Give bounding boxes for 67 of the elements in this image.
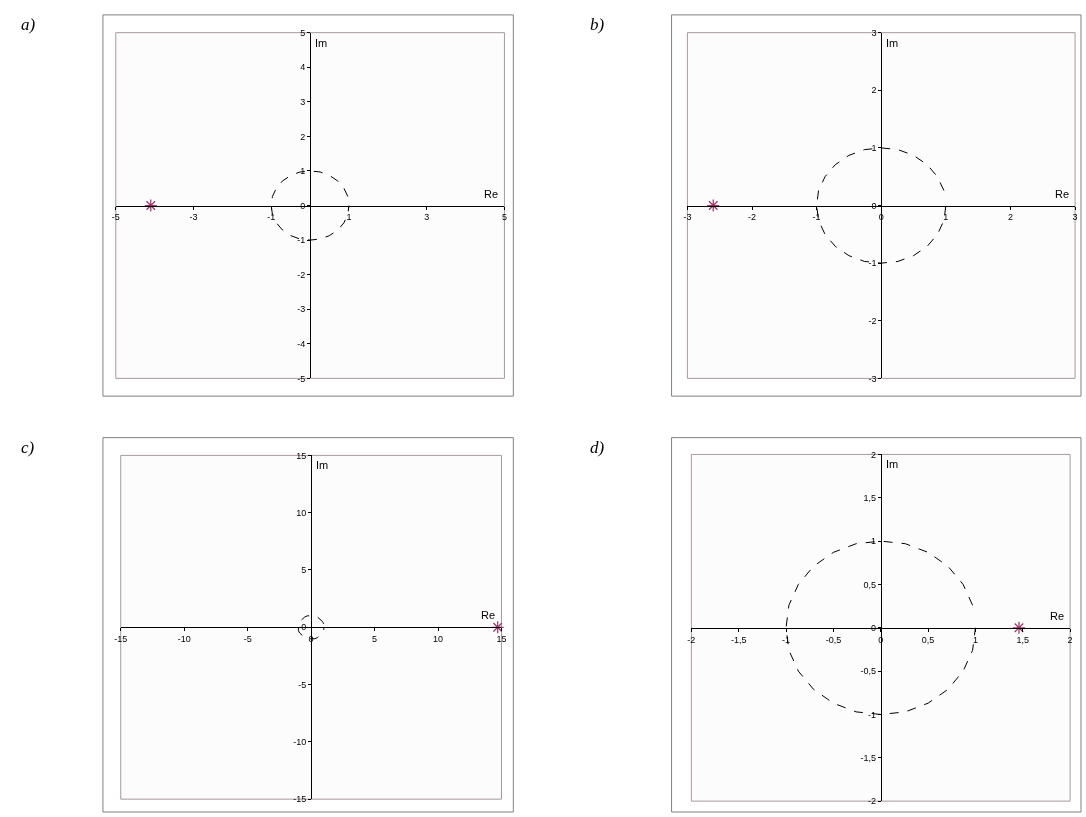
y-tick-label: -1 (867, 709, 876, 720)
y-tick-label: -3 (297, 304, 306, 315)
x-tick-label: 15 (496, 634, 507, 645)
chart-title: b) (590, 15, 605, 34)
y-tick-label: 0,5 (863, 579, 876, 590)
x-tick-label: -2 (687, 634, 696, 645)
y-tick-label: 1 (300, 166, 306, 177)
x-axis-title: Re (484, 188, 499, 200)
y-axis-title: Im (886, 37, 899, 49)
y-tick-label: -1 (868, 258, 877, 269)
x-tick-label: -3 (683, 212, 692, 223)
x-tick-label: -2 (748, 212, 757, 223)
y-tick-label: 10 (296, 507, 307, 518)
x-tick-label: 1 (943, 212, 949, 223)
y-axis-title: Im (315, 37, 328, 49)
x-tick-label: -5 (243, 634, 252, 645)
y-tick-label: 2 (871, 85, 877, 96)
x-tick-label: -5 (111, 212, 120, 223)
x-tick-label: -15 (114, 634, 128, 645)
x-tick-label: -10 (177, 634, 191, 645)
y-tick-label: -5 (298, 679, 307, 690)
x-axis-title: Re (481, 609, 496, 621)
x-tick-label: -1 (267, 212, 276, 223)
y-tick-label: 3 (300, 96, 306, 107)
y-tick-label: 5 (300, 27, 306, 38)
y-tick-label: 2 (300, 131, 306, 142)
x-axis-title: Re (1050, 610, 1065, 622)
x-tick-label: -1 (812, 212, 821, 223)
y-tick-label: -0,5 (860, 666, 876, 677)
x-tick-label: -3 (189, 212, 198, 223)
x-tick-label: 2 (1007, 212, 1013, 223)
y-tick-label: -1 (297, 235, 306, 246)
x-tick-label: 5 (372, 634, 378, 645)
y-tick-label: -2 (868, 315, 877, 326)
chart-title: a) (21, 15, 36, 34)
y-tick-label: 1 (871, 143, 877, 154)
y-tick-label: -2 (867, 796, 876, 807)
y-tick-label: -10 (293, 737, 307, 748)
x-tick-label: -1,5 (730, 634, 747, 645)
y-tick-label: 5 (301, 565, 307, 576)
y-tick-label: 1 (870, 536, 876, 547)
x-tick-label: 3 (424, 212, 430, 223)
y-tick-label: -2 (297, 269, 306, 280)
x-tick-label: 10 (433, 634, 444, 645)
y-tick-label: -1,5 (860, 752, 876, 763)
y-tick-label: 1,5 (863, 492, 876, 503)
x-tick-label: 3 (1072, 212, 1078, 223)
y-tick-label: -4 (297, 338, 306, 349)
y-tick-label: 2 (870, 449, 876, 460)
chart-title: d) (590, 438, 605, 457)
x-tick-label: 1 (346, 212, 352, 223)
y-axis-title: Im (316, 459, 329, 471)
y-tick-label: -5 (297, 373, 306, 384)
x-tick-label: -0,5 (825, 634, 842, 645)
x-tick-label: 1,5 (1016, 634, 1030, 645)
y-tick-label: 3 (871, 27, 877, 38)
y-axis-title: Im (886, 458, 899, 470)
x-axis-title: Re (1055, 188, 1070, 200)
y-tick-label: -3 (868, 373, 877, 384)
y-tick-label: 15 (296, 450, 307, 461)
x-tick-label: 1 (972, 634, 978, 645)
y-tick-label: 4 (300, 62, 306, 73)
x-tick-label: 2 (1067, 634, 1073, 645)
x-tick-label: 5 (501, 212, 507, 223)
chart-title: c) (21, 438, 35, 457)
y-tick-label: -15 (293, 794, 307, 805)
x-tick-label: 0,5 (921, 634, 935, 645)
